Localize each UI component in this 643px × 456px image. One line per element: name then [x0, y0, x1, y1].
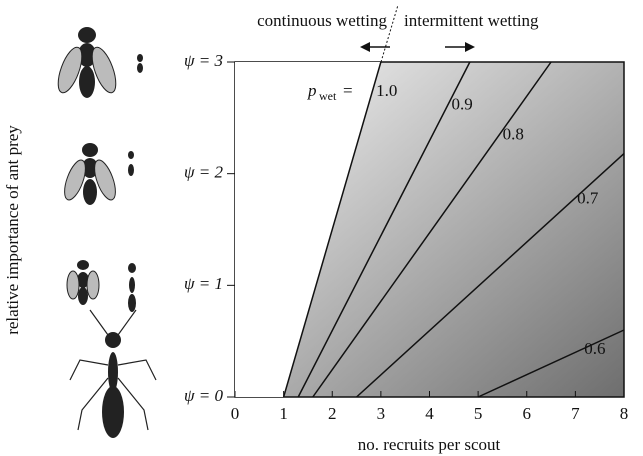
- contour-label: 0.7: [577, 189, 599, 208]
- annotation: p: [307, 81, 317, 100]
- x-tick-label: 7: [571, 404, 580, 423]
- y-tick-label: ψ = 0: [184, 386, 224, 405]
- chart: continuous wetting intermittent wetting …: [0, 0, 643, 456]
- annotation: wet: [319, 89, 337, 103]
- x-tick-label: 4: [425, 404, 434, 423]
- contour-label: 1.0: [376, 81, 397, 100]
- y-tick-label: ψ = 2: [184, 163, 224, 182]
- arrow-head: [360, 42, 370, 52]
- contour-label: 0.8: [503, 125, 524, 144]
- annotation: continuous wetting: [257, 11, 387, 30]
- x-tick-label: 1: [279, 404, 288, 423]
- icons: [53, 27, 143, 438]
- contour-label: 0.9: [452, 94, 473, 113]
- y-tick-label: ψ = 3: [184, 51, 223, 70]
- y-tick-label: ψ = 1: [184, 274, 223, 293]
- annotation: =: [343, 81, 353, 100]
- y-axis-label: relative importance of ant prey: [3, 125, 22, 335]
- contour-label: 0.6: [584, 339, 605, 358]
- x-axis-label: no. recruits per scout: [358, 435, 501, 454]
- x-tick-label: 0: [231, 404, 240, 423]
- x-tick-label: 2: [328, 404, 337, 423]
- x-tick-label: 8: [620, 404, 629, 423]
- x-tick-label: 5: [474, 404, 483, 423]
- annotation: intermittent wetting: [404, 11, 539, 30]
- arrow-head: [465, 42, 475, 52]
- x-tick-label: 6: [523, 404, 532, 423]
- x-tick-label: 3: [377, 404, 386, 423]
